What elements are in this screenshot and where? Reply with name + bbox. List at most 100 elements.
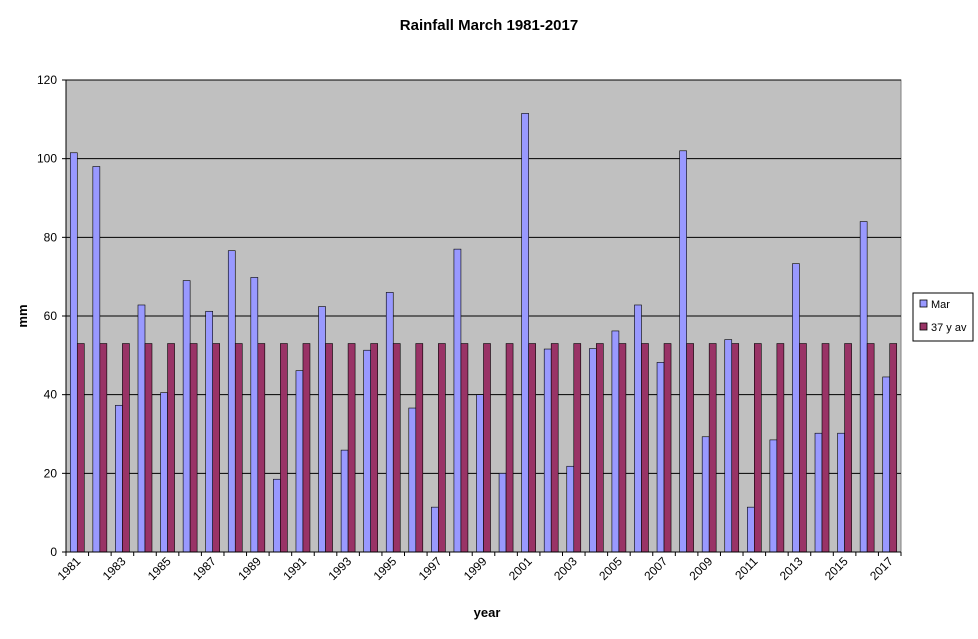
bar-mar-1994 (363, 349, 371, 553)
bar-mar-1996 (408, 407, 417, 553)
bar-average-1993 (347, 343, 356, 553)
bar-average-1986 (189, 343, 198, 553)
bar-average-2004 (596, 343, 604, 553)
y-tick-label: 0 (50, 545, 57, 559)
x-tick-label: 2005 (596, 554, 625, 583)
bar-mar-2003 (566, 465, 575, 553)
bar-mar-2017 (882, 376, 891, 553)
y-tick-label: 60 (44, 309, 58, 323)
bar-average-1989 (257, 343, 266, 553)
bar-mar-2007 (656, 362, 665, 553)
bar-average-2017 (889, 343, 898, 553)
chart-title: Rainfall March 1981-2017 (400, 17, 578, 34)
bar-average-1984 (144, 343, 153, 553)
y-ticks: 0 20 40 60 80 100 120 (37, 73, 66, 559)
bar-average-1992 (325, 343, 333, 553)
legend-swatch-average (919, 322, 928, 331)
bar-average-2010 (731, 343, 740, 553)
x-tick-label: 1993 (325, 554, 354, 583)
bar-average-1987 (212, 343, 220, 553)
x-tick-label: 1987 (190, 554, 219, 583)
bar-average-1994 (370, 343, 378, 553)
x-tick-label: 1999 (461, 554, 490, 583)
bar-average-2001 (528, 343, 536, 553)
bar-average-1985 (167, 343, 175, 553)
bar-average-1997 (438, 343, 446, 553)
y-tick-label: 20 (44, 466, 58, 480)
bar-mar-2005 (611, 330, 620, 553)
bar-average-1991 (302, 343, 311, 553)
bar-mar-2016 (859, 221, 868, 553)
bar-average-2009 (708, 343, 717, 553)
legend-swatch-mar (919, 299, 928, 308)
x-tick-label: 2007 (641, 554, 670, 583)
bar-mar-1981 (69, 152, 78, 553)
x-tick-label: 2001 (506, 554, 535, 583)
bar-average-2002 (550, 343, 559, 553)
bar-mar-1991 (295, 370, 304, 553)
x-tick-label: 1989 (235, 554, 264, 583)
bar-average-2016 (866, 343, 875, 553)
bar-mar-2004 (589, 348, 597, 553)
bar-average-2011 (754, 343, 762, 553)
bar-mar-1989 (250, 277, 259, 553)
bar-average-2006 (641, 343, 649, 553)
bar-average-1990 (280, 343, 288, 553)
bar-mar-2014 (814, 432, 823, 553)
legend-label-mar: Mar (931, 299, 950, 311)
x-tick-label: 2003 (551, 554, 580, 583)
x-tick-label: 1983 (100, 554, 129, 583)
bar-average-1983 (122, 343, 130, 553)
y-tick-label: 40 (44, 388, 58, 402)
y-tick-label: 120 (37, 73, 57, 87)
gridlines (66, 79, 901, 474)
x-tick-label: 1991 (280, 554, 309, 583)
x-tick-label: 2011 (732, 554, 760, 582)
bar-mar-1990 (273, 478, 281, 553)
bar-mar-2009 (701, 436, 710, 553)
bar-mar-2012 (769, 439, 778, 553)
bar-mar-2010 (724, 339, 733, 553)
x-tick-label: 2015 (822, 554, 851, 583)
bar-mar-1985 (160, 392, 168, 553)
bar-average-1988 (234, 343, 243, 553)
bar-average-2003 (573, 343, 582, 553)
bar-average-1982 (99, 343, 108, 553)
bar-mar-2001 (521, 113, 529, 553)
bar-average-1995 (392, 343, 401, 553)
y-tick-label: 100 (37, 152, 57, 166)
bar-average-2012 (776, 343, 785, 553)
bar-average-1981 (76, 343, 85, 553)
bar-mar-2000 (498, 473, 507, 553)
bar-average-2013 (799, 343, 807, 553)
bar-mar-2015 (837, 432, 845, 553)
bar-average-2014 (821, 343, 830, 553)
bar-average-2008 (686, 343, 694, 553)
x-tick-label: 2013 (777, 554, 806, 583)
bar-mar-2011 (747, 506, 755, 553)
bar-mar-1987 (205, 310, 213, 553)
x-tick-label: 1997 (416, 554, 445, 583)
y-axis-title: mm (15, 304, 30, 327)
bar-average-1999 (483, 343, 491, 553)
bar-mar-1993 (340, 449, 349, 553)
bar-mar-1983 (115, 404, 123, 553)
y-tick-label: 80 (44, 230, 58, 244)
x-ticks: 1981 1983 1985 1987 1989 1991 1993 1995 1997 1999… (55, 552, 902, 583)
x-tick-label: 2009 (687, 554, 716, 583)
bar-mar-1997 (431, 506, 439, 553)
x-tick-label: 1981 (55, 554, 84, 583)
legend: Mar 37 y av (912, 292, 974, 342)
bar-mar-2008 (679, 150, 687, 553)
bar-mar-1999 (476, 394, 484, 553)
bar-average-1998 (460, 343, 469, 553)
bar-mar-1984 (137, 304, 146, 553)
bars (69, 113, 898, 553)
bar-average-2000 (505, 343, 514, 553)
x-tick-label: 1995 (371, 554, 400, 583)
x-tick-label: 1985 (145, 554, 174, 583)
bar-average-2015 (844, 343, 852, 553)
bar-mar-1998 (453, 248, 462, 553)
bar-mar-1988 (227, 250, 236, 553)
